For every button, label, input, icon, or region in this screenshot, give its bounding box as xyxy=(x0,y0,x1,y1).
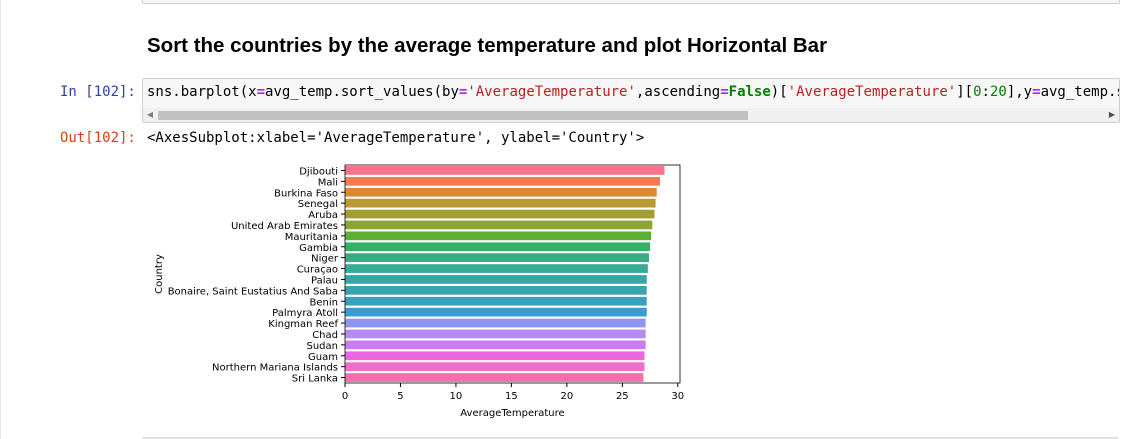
x-tick-label: 30 xyxy=(671,391,684,402)
bar xyxy=(345,373,644,382)
output-prompt: Out[102]: xyxy=(60,130,136,146)
scroll-left-arrow-icon[interactable]: ◀ xyxy=(146,110,154,119)
bar xyxy=(345,176,661,186)
y-tick-label: Burkina Faso xyxy=(274,188,338,199)
code-token: ],y xyxy=(1006,84,1033,100)
input-prompt: In [102]: xyxy=(60,84,136,100)
y-tick-label: Sudan xyxy=(307,341,339,352)
bar xyxy=(345,285,647,295)
y-tick-label: Palau xyxy=(311,275,338,286)
y-tick-label: United Arab Emirates xyxy=(231,221,338,232)
y-tick-label: Chad xyxy=(312,330,338,341)
code-token: : xyxy=(981,84,990,100)
code-token: 'AverageTemperature' xyxy=(787,84,957,100)
code-token: = xyxy=(256,84,266,100)
y-tick-label: Palmyra Atoll xyxy=(272,308,338,319)
y-tick-label: Djibouti xyxy=(299,166,338,177)
bar xyxy=(345,275,647,284)
code-token: = xyxy=(720,84,729,100)
bar xyxy=(345,253,649,263)
x-tick-label: 20 xyxy=(560,391,573,402)
x-tick-label: 0 xyxy=(342,391,348,402)
code-token: ,ascending xyxy=(635,84,721,100)
bar xyxy=(345,220,653,230)
y-tick-label: Bonaire, Saint Eustatius And Saba xyxy=(168,286,338,297)
cell-divider xyxy=(142,437,1118,439)
markdown-heading: Sort the countries by the average temper… xyxy=(147,34,828,57)
scrollbar-thumb[interactable] xyxy=(158,111,748,120)
y-tick-label: Mali xyxy=(318,177,338,188)
y-tick-label: Mauritania xyxy=(285,232,338,243)
y-tick-label: Curaçao xyxy=(297,265,338,276)
y-tick-label: Benin xyxy=(310,297,338,308)
y-tick-label: Senegal xyxy=(298,199,338,210)
bar xyxy=(345,187,657,197)
scroll-right-arrow-icon[interactable]: ▶ xyxy=(1108,110,1116,119)
bar xyxy=(345,329,646,339)
y-axis-label: Country xyxy=(154,254,165,294)
x-axis-label: AverageTemperature xyxy=(460,408,564,419)
previous-cell-output-frame xyxy=(142,0,1120,4)
bar xyxy=(345,209,655,219)
horizontal-scrollbar[interactable]: ◀ ▶ xyxy=(143,108,1119,122)
bar xyxy=(345,296,647,306)
bar xyxy=(345,264,648,273)
code-token: 20 xyxy=(989,84,1007,100)
code-token: 0 xyxy=(973,84,982,100)
bar xyxy=(345,340,646,350)
bar xyxy=(345,166,665,175)
code-token: = xyxy=(1032,84,1041,100)
bar xyxy=(345,242,651,252)
y-tick-label: Northern Mariana Islands xyxy=(212,363,338,374)
plot-frame xyxy=(344,164,681,384)
code-line[interactable]: sns.barplot(x=avg_temp.sort_values(by='A… xyxy=(147,84,1120,100)
bar xyxy=(345,362,645,372)
code-token: avg_temp.sort_values(by xyxy=(265,84,459,100)
bar xyxy=(345,231,652,241)
code-token: 'AverageTemperature' xyxy=(467,84,636,100)
x-tick-label: 10 xyxy=(450,391,463,402)
y-tick-label: Aruba xyxy=(308,210,338,221)
code-input-area[interactable]: sns.barplot(x=avg_temp.sort_values(by='A… xyxy=(142,78,1120,123)
y-tick-label: Sri Lanka xyxy=(292,374,338,385)
code-token: False xyxy=(728,84,771,100)
y-tick-label: Niger xyxy=(311,254,339,265)
bar xyxy=(345,351,645,361)
x-tick-label: 15 xyxy=(505,391,518,402)
x-tick-label: 25 xyxy=(616,391,629,402)
x-tick-label: 5 xyxy=(397,391,403,402)
code-token: sns.barplot(x xyxy=(147,84,257,100)
code-token: = xyxy=(458,84,468,100)
y-tick-label: Gambia xyxy=(299,243,338,254)
left-gutter-rule xyxy=(0,0,1,439)
code-token: ][ xyxy=(956,84,974,100)
code-token: )[ xyxy=(770,84,788,100)
code-token: avg_temp.s xyxy=(1040,84,1120,100)
bar xyxy=(345,318,646,328)
output-text: <AxesSubplot:xlabel='AverageTemperature'… xyxy=(147,130,645,146)
bar xyxy=(345,198,656,208)
y-tick-label: Kingman Reef xyxy=(268,319,338,330)
y-tick-label: Guam xyxy=(308,352,338,363)
bar xyxy=(345,307,647,317)
